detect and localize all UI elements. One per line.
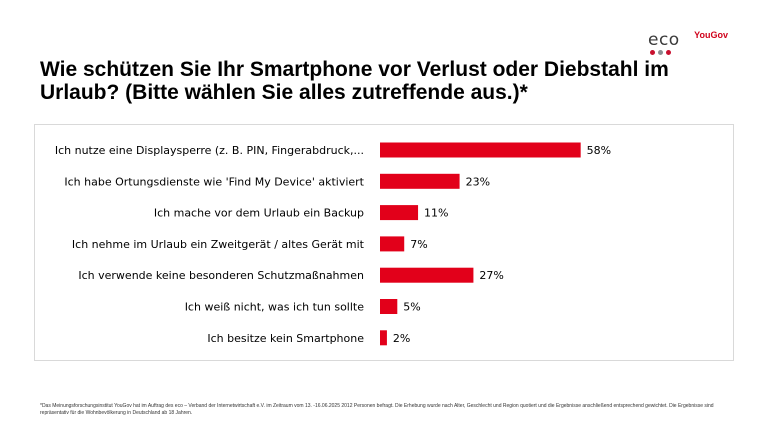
- chart-title: Wie schützen Sie Ihr Smartphone vor Verl…: [40, 58, 669, 104]
- value-label: 2%: [393, 332, 410, 345]
- value-label: 11%: [424, 207, 448, 220]
- bar: [380, 236, 405, 252]
- value-label: 58%: [587, 144, 611, 157]
- eco-dot: [658, 50, 663, 55]
- category-label: Ich verwende keine besonderen Schutzmaßn…: [78, 269, 364, 282]
- bar: [380, 330, 387, 346]
- bar: [380, 267, 474, 283]
- bar-chart: Ich nutze eine Displaysperre (z. B. PIN,…: [55, 142, 611, 346]
- logo-group: eco YouGov: [648, 26, 728, 55]
- value-label: 23%: [466, 175, 490, 188]
- bar: [380, 205, 419, 221]
- bar: [380, 173, 460, 189]
- chart-container: Ich nutze eine Displaysperre (z. B. PIN,…: [34, 124, 734, 361]
- category-label: Ich nehme im Urlaub ein Zweitgerät / alt…: [72, 238, 365, 251]
- category-label: Ich weiß nicht, was ich tun sollte: [185, 301, 365, 314]
- category-label: Ich nutze eine Displaysperre (z. B. PIN,…: [55, 144, 364, 157]
- eco-logo-dots: [650, 50, 671, 55]
- value-label: 27%: [479, 269, 503, 282]
- value-label: 7%: [410, 238, 427, 251]
- eco-dot: [650, 50, 655, 55]
- eco-dot: [666, 50, 671, 55]
- yougov-logo: YouGov: [694, 30, 728, 40]
- bar: [380, 142, 581, 158]
- eco-logo: eco: [648, 30, 680, 50]
- value-label: 5%: [403, 301, 420, 314]
- bar: [380, 299, 398, 314]
- category-label: Ich habe Ortungsdienste wie 'Find My Dev…: [64, 175, 364, 188]
- category-label: Ich mache vor dem Urlaub ein Backup: [154, 207, 364, 220]
- category-label: Ich besitze kein Smartphone: [207, 332, 364, 345]
- footnote: *Das Meinungsforschungsinstitut YouGov h…: [40, 403, 714, 416]
